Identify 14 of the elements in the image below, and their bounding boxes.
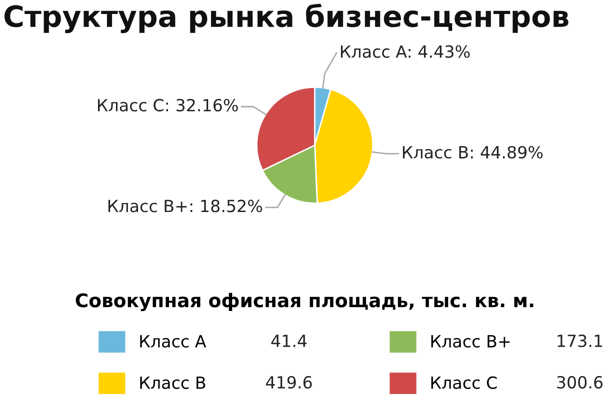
- legend-label: Класс C: [431, 376, 497, 389]
- data-label: Класс A: 4.43%: [340, 45, 470, 58]
- text: 300.6: [557, 376, 603, 389]
- legend-label: Класс B: [140, 376, 206, 389]
- chart-title: Структура рынка бизнес-центров: [4, 4, 568, 34]
- data-label: Класс B: 44.89%: [402, 146, 543, 159]
- legend-label: Класс B+: [431, 335, 510, 348]
- text: 173.1: [558, 334, 602, 348]
- text: 419.6: [266, 376, 312, 389]
- text: 41.4: [271, 334, 307, 347]
- data-label: Класс B+: 18.52%: [108, 200, 262, 212]
- legend-label: Класс A: [140, 335, 206, 348]
- legend-title: Совокупная офисная площадь, тыс. кв. м.: [76, 292, 534, 312]
- data-label: Класс C: 32.16%: [98, 98, 238, 112]
